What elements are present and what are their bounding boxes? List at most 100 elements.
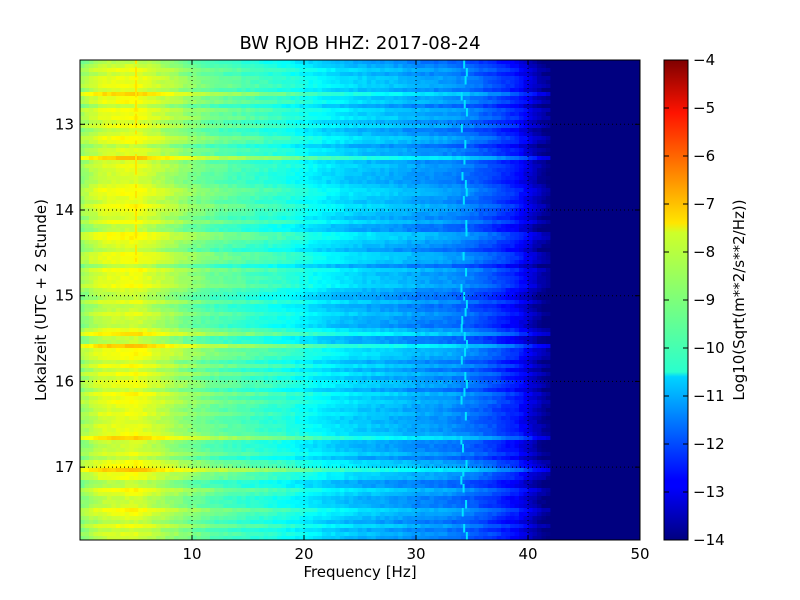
heatmap-cell bbox=[326, 136, 332, 141]
heatmap-cell bbox=[492, 148, 498, 153]
heatmap-cell bbox=[451, 116, 457, 121]
heatmap-cell bbox=[133, 128, 139, 133]
heatmap-cell bbox=[536, 72, 543, 77]
heatmap-cell bbox=[380, 152, 386, 157]
heatmap-cell bbox=[115, 164, 121, 169]
heatmap-cell bbox=[268, 168, 274, 173]
heatmap-cell bbox=[156, 176, 162, 181]
heatmap-cell bbox=[218, 68, 224, 73]
heatmap-cell bbox=[371, 164, 377, 169]
heatmap-cell bbox=[196, 196, 202, 201]
heatmap-cell bbox=[617, 60, 623, 65]
heatmap-cell bbox=[550, 200, 556, 205]
heatmap-cell bbox=[308, 168, 314, 173]
heatmap-cell bbox=[272, 184, 278, 189]
heatmap-cell bbox=[523, 104, 529, 109]
heatmap-cell bbox=[209, 212, 215, 217]
heatmap-cell bbox=[563, 200, 569, 205]
heatmap-cell bbox=[631, 172, 637, 177]
heatmap-cell bbox=[402, 188, 408, 193]
heatmap-cell bbox=[254, 180, 260, 185]
heatmap-cell bbox=[120, 60, 126, 65]
heatmap-cell bbox=[590, 116, 596, 121]
heatmap-cell bbox=[133, 188, 139, 193]
heatmap-cell bbox=[519, 156, 525, 161]
heatmap-cell bbox=[635, 188, 640, 193]
heatmap-cell bbox=[339, 152, 345, 157]
heatmap-cell bbox=[357, 156, 363, 161]
heatmap-cell bbox=[451, 136, 457, 141]
heatmap-cell bbox=[447, 208, 453, 213]
heatmap-cell bbox=[519, 200, 525, 205]
heatmap-cell bbox=[510, 180, 516, 185]
heatmap-cell bbox=[568, 112, 574, 117]
heatmap-cell bbox=[250, 136, 256, 141]
heatmap-cell bbox=[554, 60, 560, 65]
heatmap-cell bbox=[165, 216, 171, 221]
heatmap-cell bbox=[299, 172, 305, 177]
heatmap-cell bbox=[572, 164, 578, 169]
heatmap-cell bbox=[277, 84, 283, 89]
heatmap-cell bbox=[268, 188, 274, 193]
heatmap-cell bbox=[474, 160, 480, 165]
heatmap-cell bbox=[622, 96, 628, 101]
heatmap-cell bbox=[519, 172, 525, 177]
heatmap-cell bbox=[84, 116, 90, 121]
heatmap-cell bbox=[277, 64, 283, 69]
heatmap-cell bbox=[465, 156, 471, 161]
heatmap-cell bbox=[371, 124, 377, 129]
heatmap-cell bbox=[124, 192, 130, 197]
heatmap-cell bbox=[416, 172, 422, 177]
heatmap-cell bbox=[380, 100, 386, 105]
heatmap-cell bbox=[424, 100, 431, 105]
heatmap-cell bbox=[218, 124, 224, 129]
heatmap-cell bbox=[514, 184, 520, 189]
heatmap-cell bbox=[147, 108, 153, 113]
heatmap-cell bbox=[384, 164, 390, 169]
heatmap-cell bbox=[200, 192, 207, 197]
heatmap-cell bbox=[595, 176, 601, 181]
heatmap-cell bbox=[308, 100, 314, 105]
heatmap-cell bbox=[295, 116, 301, 121]
heatmap-cell bbox=[254, 164, 260, 169]
heatmap-cell bbox=[196, 168, 202, 173]
heatmap-cell bbox=[411, 140, 417, 145]
heatmap-cell bbox=[550, 152, 556, 157]
heatmap-cell bbox=[115, 188, 121, 193]
heatmap-cell bbox=[308, 88, 314, 93]
heatmap-cell bbox=[187, 164, 193, 169]
heatmap-cell bbox=[205, 200, 211, 205]
heatmap-cell bbox=[554, 72, 560, 77]
heatmap-cell bbox=[272, 148, 278, 153]
heatmap-cell bbox=[272, 160, 278, 165]
heatmap-cell bbox=[192, 84, 198, 89]
heatmap-cell bbox=[536, 208, 543, 213]
heatmap-cell bbox=[474, 104, 480, 109]
heatmap-cell bbox=[236, 212, 242, 217]
heatmap-cell bbox=[151, 144, 157, 149]
heatmap-cell bbox=[469, 156, 475, 161]
heatmap-cell bbox=[442, 204, 448, 209]
heatmap-cell bbox=[407, 92, 413, 97]
heatmap-cell bbox=[80, 68, 86, 73]
heatmap-cell bbox=[304, 96, 310, 101]
heatmap-cell bbox=[178, 124, 184, 129]
heatmap-cell bbox=[622, 108, 628, 113]
heatmap-cell bbox=[80, 184, 86, 189]
heatmap-cell bbox=[133, 148, 139, 153]
heatmap-cell bbox=[281, 192, 287, 197]
heatmap-cell bbox=[416, 64, 422, 69]
heatmap-cell bbox=[88, 176, 95, 181]
heatmap-cell bbox=[545, 184, 551, 189]
heatmap-cell bbox=[519, 136, 525, 141]
heatmap-cell bbox=[407, 160, 413, 165]
heatmap-cell bbox=[209, 188, 215, 193]
heatmap-cell bbox=[393, 104, 399, 109]
heatmap-cell bbox=[483, 116, 489, 121]
heatmap-cell bbox=[563, 160, 569, 165]
heatmap-cell bbox=[424, 132, 431, 137]
heatmap-cell bbox=[501, 100, 507, 105]
heatmap-cell bbox=[290, 156, 296, 161]
heatmap-cell bbox=[205, 196, 211, 201]
heatmap-cell bbox=[353, 100, 359, 105]
